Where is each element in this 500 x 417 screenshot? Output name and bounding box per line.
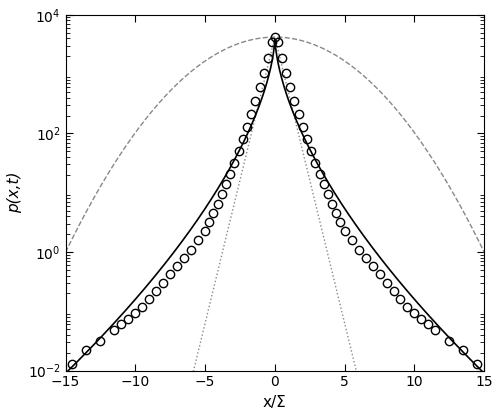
Y-axis label: p(x,t): p(x,t) — [7, 172, 22, 214]
X-axis label: x/Σ: x/Σ — [263, 395, 287, 410]
